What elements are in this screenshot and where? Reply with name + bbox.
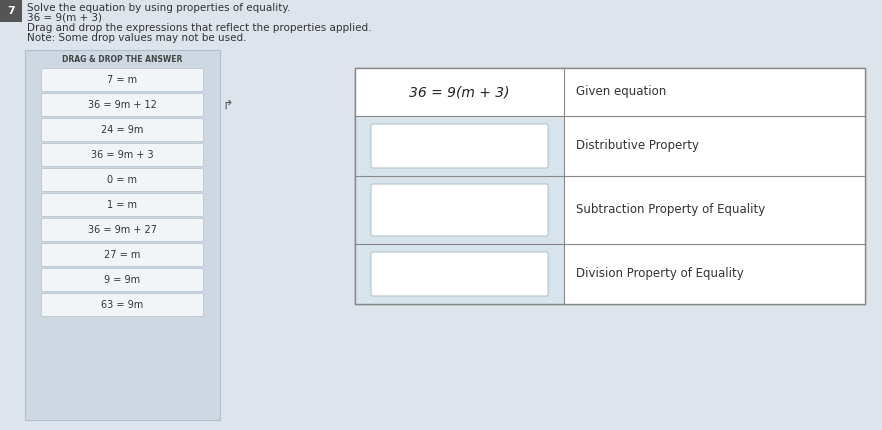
Text: Distributive Property: Distributive Property bbox=[576, 139, 699, 153]
Bar bbox=[0, 0, 22, 22]
Text: 36 = 9m + 12: 36 = 9m + 12 bbox=[88, 100, 157, 110]
Text: 36 = 9m + 27: 36 = 9m + 27 bbox=[88, 225, 157, 235]
Bar bbox=[564, 116, 865, 176]
Text: DRAG & DROP THE ANSWER: DRAG & DROP THE ANSWER bbox=[63, 55, 183, 64]
Text: Division Property of Equality: Division Property of Equality bbox=[576, 267, 744, 280]
Text: Solve the equation by using properties of equality.: Solve the equation by using properties o… bbox=[27, 3, 290, 13]
FancyBboxPatch shape bbox=[371, 184, 548, 236]
Text: 27 = m: 27 = m bbox=[104, 250, 141, 260]
Text: Note: Some drop values may not be used.: Note: Some drop values may not be used. bbox=[27, 33, 246, 43]
Text: 36 = 9m + 3: 36 = 9m + 3 bbox=[91, 150, 153, 160]
Text: 0 = m: 0 = m bbox=[108, 175, 138, 185]
FancyBboxPatch shape bbox=[41, 268, 204, 292]
Text: 9 = 9m: 9 = 9m bbox=[104, 275, 140, 285]
Text: 36 = 9(m + 3): 36 = 9(m + 3) bbox=[27, 13, 102, 23]
Text: 7 = m: 7 = m bbox=[108, 75, 138, 85]
Bar bbox=[25, 50, 220, 420]
Bar bbox=[564, 68, 865, 116]
FancyBboxPatch shape bbox=[41, 294, 204, 316]
FancyBboxPatch shape bbox=[41, 169, 204, 191]
FancyBboxPatch shape bbox=[41, 119, 204, 141]
Text: Drag and drop the expressions that reflect the properties applied.: Drag and drop the expressions that refle… bbox=[27, 23, 371, 33]
FancyBboxPatch shape bbox=[371, 252, 548, 296]
Text: 24 = 9m: 24 = 9m bbox=[101, 125, 144, 135]
Bar bbox=[355, 68, 865, 304]
Text: 63 = 9m: 63 = 9m bbox=[101, 300, 144, 310]
Text: ↱: ↱ bbox=[223, 98, 233, 111]
Bar bbox=[355, 68, 564, 116]
FancyBboxPatch shape bbox=[41, 144, 204, 166]
Bar bbox=[355, 116, 564, 176]
FancyBboxPatch shape bbox=[41, 243, 204, 267]
FancyBboxPatch shape bbox=[41, 93, 204, 117]
Bar bbox=[564, 244, 865, 304]
FancyBboxPatch shape bbox=[371, 124, 548, 168]
Text: 1 = m: 1 = m bbox=[108, 200, 138, 210]
Text: 36 = 9(m + 3): 36 = 9(m + 3) bbox=[409, 85, 510, 99]
FancyBboxPatch shape bbox=[41, 68, 204, 92]
Bar bbox=[355, 68, 865, 304]
Text: Subtraction Property of Equality: Subtraction Property of Equality bbox=[576, 203, 766, 216]
Text: 7: 7 bbox=[7, 6, 15, 16]
Text: Given equation: Given equation bbox=[576, 86, 666, 98]
Bar bbox=[564, 176, 865, 244]
Bar bbox=[355, 176, 564, 244]
FancyBboxPatch shape bbox=[41, 218, 204, 242]
Bar bbox=[355, 244, 564, 304]
FancyBboxPatch shape bbox=[41, 194, 204, 216]
